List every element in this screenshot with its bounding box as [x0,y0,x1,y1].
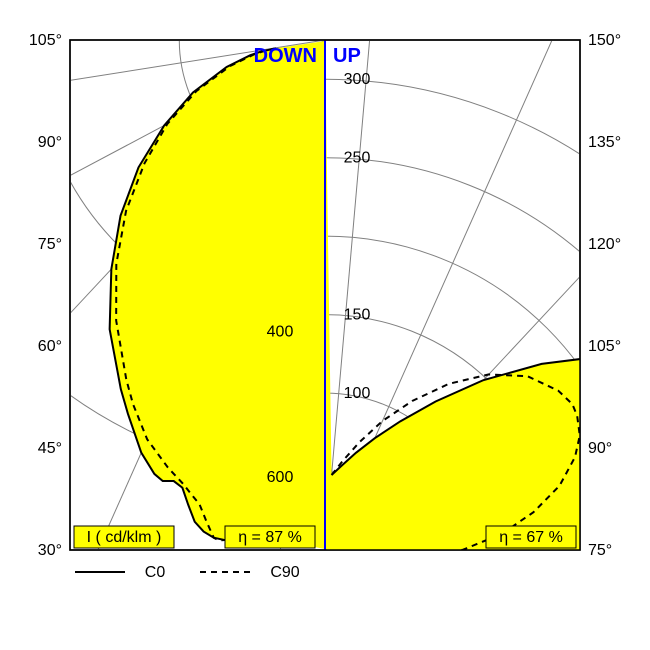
eta-right: η = 67 % [499,529,563,546]
right-radius-label: 100 [344,385,371,402]
right-radius-label: 150 [344,307,371,324]
legend-c90-label: C90 [270,564,299,581]
legend-c0-label: C0 [145,564,166,581]
down-label: DOWN [254,45,317,67]
units-label: I ( cd/klm ) [87,529,162,546]
photometric-polar-chart: 105° 90° 75° 60° 45° 30° 150° 135° 120° 105° 90° 75… [0,0,650,650]
left-angle-label: 45° [38,440,62,457]
left-angle-label: 105° [29,32,62,49]
left-radius-label: 400 [267,323,294,340]
right-angle-label: 105° [588,338,621,355]
left-angle-label: 90° [38,134,62,151]
right-angle-label: 90° [588,440,612,457]
left-angle-label: 30° [38,542,62,559]
left-radius-label: 600 [267,469,294,486]
right-radius-label: 300 [344,71,371,88]
left-angle-label: 75° [38,236,62,253]
right-angle-label: 75° [588,542,612,559]
eta-left: η = 87 % [238,529,302,546]
right-radius-label: 250 [344,150,371,167]
right-angle-label: 150° [588,32,621,49]
left-angle-label: 60° [38,338,62,355]
right-angle-label: 135° [588,134,621,151]
up-label: UP [333,45,361,67]
right-angle-label: 120° [588,236,621,253]
